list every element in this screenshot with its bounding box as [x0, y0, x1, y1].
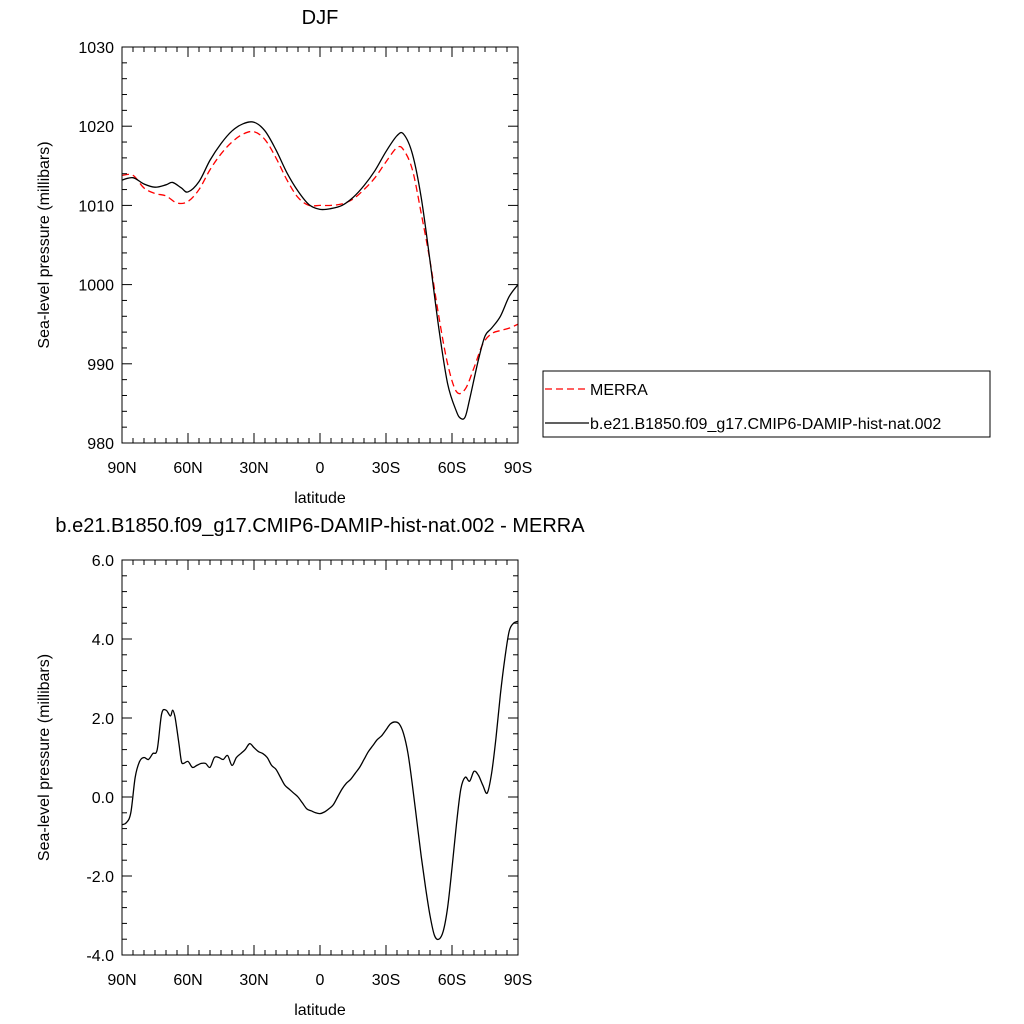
y-tick-label: 4.0: [92, 632, 114, 649]
y-tick-label: 1030: [78, 40, 114, 57]
y-tick-label: -4.0: [86, 948, 114, 965]
bottom-panel-title: b.e21.B1850.f09_g17.CMIP6-DAMIP-hist-nat…: [55, 515, 585, 537]
legend-box: [542, 370, 991, 438]
bottom-panel-ticks: 90N 60N 30N 0 30S 60S 90S -4.0 -2.0 0.0 2.0 4.0 6.0: [86, 553, 532, 989]
series-line-b-e21-b1850-f09-g17-cmip6-damip-hist-nat-002: [121, 121, 519, 420]
x-tick-label: 60N: [173, 972, 202, 989]
bottom-panel-y-axis-label: Sea-level pressure (millibars): [36, 654, 53, 861]
y-tick-label: 6.0: [92, 553, 114, 570]
x-tick-label: 30N: [239, 972, 268, 989]
bottom-panel-plot-frame: [121, 559, 519, 956]
series-line-merra: [121, 130, 519, 395]
legend: MERRA b.e21.B1850.f09_g17.CMIP6-DAMIP-hi…: [542, 370, 991, 438]
x-tick-label: 30S: [372, 460, 400, 477]
x-tick-label: 30S: [372, 972, 400, 989]
x-tick-label: 90N: [107, 972, 136, 989]
y-tick-label: 1020: [78, 119, 114, 136]
bottom-panel-series: [121, 620, 519, 941]
legend-entry-model: b.e21.B1850.f09_g17.CMIP6-DAMIP-hist-nat…: [590, 416, 941, 433]
x-tick-label: 60N: [173, 460, 202, 477]
x-tick-label: 60S: [438, 460, 466, 477]
x-tick-label: 0: [316, 460, 325, 477]
y-tick-label: 980: [87, 436, 114, 453]
top-panel-series: [121, 121, 519, 420]
x-tick-label: 0: [316, 972, 325, 989]
top-panel-title: DJF: [302, 7, 339, 29]
top-panel-x-axis-label: latitude: [294, 490, 346, 507]
x-tick-label: 30N: [239, 460, 268, 477]
x-tick-label: 90S: [504, 460, 532, 477]
y-tick-label: 0.0: [92, 790, 114, 807]
bottom-panel-x-axis-label: latitude: [294, 1002, 346, 1019]
x-tick-label: 90N: [107, 460, 136, 477]
top-panel-plot-frame: [121, 46, 519, 444]
bottom-panel: b.e21.B1850.f09_g17.CMIP6-DAMIP-hist-nat…: [36, 515, 585, 1019]
top-panel-y-axis-label: Sea-level pressure (millibars): [36, 141, 53, 348]
top-panel-ticks: 90N 60N 30N 0 30S 60S 90S 980 990 1000 1010 1020 103…: [78, 40, 532, 477]
legend-entry-merra: MERRA: [590, 382, 648, 399]
y-tick-label: 2.0: [92, 711, 114, 728]
series-line-difference: [121, 620, 519, 941]
y-tick-label: -2.0: [86, 869, 114, 886]
y-tick-label: 1010: [78, 198, 114, 215]
top-panel: DJF 90N 60N 30N 0 30S 60S 90S 980 990 1000 1010 102…: [36, 7, 532, 507]
y-tick-label: 1000: [78, 278, 114, 295]
y-tick-label: 990: [87, 357, 114, 374]
x-tick-label: 60S: [438, 972, 466, 989]
x-tick-label: 90S: [504, 972, 532, 989]
